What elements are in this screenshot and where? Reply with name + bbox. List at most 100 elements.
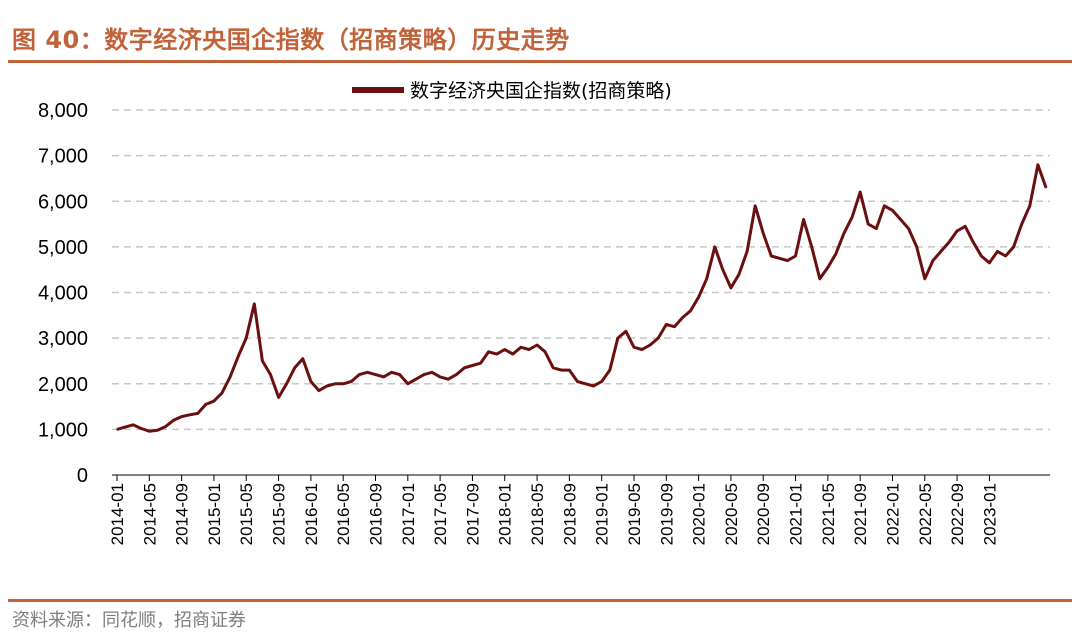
data-point xyxy=(382,376,385,378)
data-point xyxy=(932,259,934,262)
data-point xyxy=(689,310,692,312)
x-tick-label: 2018-05 xyxy=(528,483,547,545)
y-axis: 0 1,000 2,000 3,000 4,000 5,000 6,000 7,000 8,00… xyxy=(38,100,88,487)
data-point xyxy=(657,337,659,339)
figure-title: 图 40：数字经济央国企指数（招商策略）历史走势 xyxy=(12,26,570,54)
y-tick-label: 5,000 xyxy=(38,237,88,259)
x-tick-label: 2014-01 xyxy=(108,483,127,545)
data-point xyxy=(754,205,756,207)
data-point xyxy=(665,323,668,326)
x-tick-label: 2022-01 xyxy=(883,483,902,545)
data-point xyxy=(293,367,296,369)
data-point xyxy=(164,425,167,428)
x-tick-label: 2022-05 xyxy=(916,483,935,545)
data-point xyxy=(649,344,651,346)
data-point xyxy=(883,205,886,207)
data-point xyxy=(1045,186,1047,189)
data-point xyxy=(819,278,821,280)
data-point xyxy=(431,371,433,374)
data-point xyxy=(180,415,183,418)
data-point xyxy=(786,259,789,262)
data-point xyxy=(625,330,627,333)
x-tick-label: 2015-01 xyxy=(205,483,224,545)
data-point xyxy=(205,403,207,406)
y-tick-label: 8,000 xyxy=(38,100,88,122)
data-point xyxy=(172,419,175,422)
data-point xyxy=(956,230,958,232)
data-point xyxy=(560,369,563,371)
data-point xyxy=(576,380,579,383)
data-point xyxy=(520,346,522,349)
data-point xyxy=(722,268,724,271)
data-point xyxy=(641,348,643,351)
data-point xyxy=(261,360,264,362)
data-point xyxy=(439,376,441,378)
data-point xyxy=(124,426,126,428)
data-point xyxy=(366,371,369,374)
data-point xyxy=(600,380,603,383)
x-tick-label: 2017-01 xyxy=(399,483,418,545)
data-point xyxy=(697,296,700,298)
data-point xyxy=(188,414,191,416)
data-point xyxy=(835,252,837,255)
data-point xyxy=(738,273,740,276)
x-tick-label: 2022-09 xyxy=(948,483,967,545)
x-tick-label: 2020-05 xyxy=(722,483,741,545)
data-point xyxy=(1037,164,1039,166)
x-tick-label: 2015-05 xyxy=(237,483,256,545)
data-point xyxy=(770,255,773,257)
data-point xyxy=(398,373,401,376)
x-tick-label: 2014-09 xyxy=(173,483,192,545)
line-chart: 0 1,000 2,000 3,000 4,000 5,000 6,000 7,000 8,00… xyxy=(38,80,1050,545)
data-point xyxy=(730,287,732,289)
x-axis: 2014-01 2014-05 2014-09 2015-01 2015-05 2015-… xyxy=(108,474,1050,545)
data-point xyxy=(972,241,975,244)
x-tick-label: 2019-05 xyxy=(625,483,644,545)
data-point xyxy=(1020,223,1023,225)
data-point xyxy=(302,357,304,360)
data-point xyxy=(673,325,676,328)
data-point xyxy=(156,429,159,432)
data-point xyxy=(907,227,910,230)
data-point xyxy=(592,385,595,387)
gridlines xyxy=(112,109,1050,431)
x-tick-label: 2018-09 xyxy=(560,483,579,545)
data-point xyxy=(980,255,983,257)
data-point xyxy=(334,383,336,385)
data-point xyxy=(415,378,417,381)
data-point xyxy=(479,362,482,365)
data-point xyxy=(536,344,538,346)
data-point xyxy=(988,262,991,264)
data-point xyxy=(277,396,280,399)
data-point xyxy=(342,383,345,385)
x-tick-label: 2020-09 xyxy=(754,483,773,545)
x-tick-label: 2021-01 xyxy=(787,483,806,545)
data-point xyxy=(827,266,829,269)
x-tick-label: 2016-09 xyxy=(366,483,385,545)
data-point xyxy=(495,353,498,355)
data-point xyxy=(899,218,902,221)
data-point xyxy=(714,246,716,248)
data-point xyxy=(915,246,918,248)
data-point xyxy=(802,218,805,221)
data-point xyxy=(584,383,587,385)
data-point xyxy=(148,430,151,433)
data-point xyxy=(867,223,869,225)
data-point xyxy=(633,346,635,349)
series-line xyxy=(116,163,1048,433)
data-point xyxy=(762,232,764,234)
data-point xyxy=(358,373,361,376)
title-rule xyxy=(8,60,1072,63)
x-tick-label: 2017-05 xyxy=(431,483,450,545)
data-point xyxy=(512,353,514,355)
x-tick-label: 2016-01 xyxy=(302,483,321,545)
legend: 数字经济央国企指数(招商策略) xyxy=(352,80,672,102)
data-point xyxy=(221,392,223,394)
x-tick-label: 2021-05 xyxy=(819,483,838,545)
legend-label: 数字经济央国企指数(招商策略) xyxy=(410,80,672,102)
x-tick-label: 2020-01 xyxy=(690,483,709,545)
data-point xyxy=(116,428,118,431)
data-point xyxy=(229,376,231,378)
data-point xyxy=(964,225,966,228)
data-point xyxy=(617,337,619,339)
